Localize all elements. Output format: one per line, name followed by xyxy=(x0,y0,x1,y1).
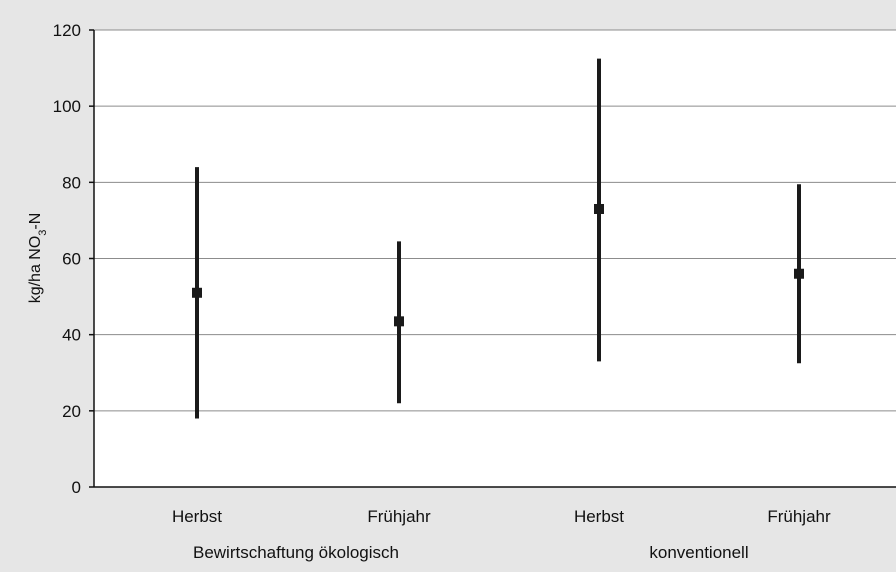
x-group-labels: Bewirtschaftung ökologisch konventionell xyxy=(193,543,749,562)
y-axis-label-tail: -N xyxy=(27,213,44,230)
x-category-label: Frühjahr xyxy=(367,507,431,526)
y-axis-label-subscript: 3 xyxy=(37,230,49,236)
gridlines xyxy=(94,29,896,412)
x-group-label: konventionell xyxy=(649,543,748,562)
mean-marker xyxy=(794,268,804,279)
x-category-label: Frühjahr xyxy=(767,507,831,526)
y-tick-label: 60 xyxy=(62,250,81,269)
x-category-label: Herbst xyxy=(574,507,624,526)
x-category-label: Herbst xyxy=(172,507,222,526)
y-axis-label-main: kg/ha NO xyxy=(27,236,44,304)
mean-marker xyxy=(192,287,202,298)
x-group-label: Bewirtschaftung ökologisch xyxy=(193,543,399,562)
y-axis-label: kg/ha NO3-N xyxy=(27,213,49,304)
y-tick-label: 80 xyxy=(62,173,81,192)
error-bars xyxy=(192,58,804,419)
y-tick-label: 20 xyxy=(62,402,81,421)
y-tick-label: 40 xyxy=(62,326,81,345)
mean-marker xyxy=(394,316,404,327)
y-tick-label: 100 xyxy=(53,97,81,116)
y-tick-label: 120 xyxy=(53,21,81,40)
y-axis-ticks: 0 20 40 60 80 100 120 xyxy=(53,21,94,497)
x-category-labels: Herbst Frühjahr Herbst Frühjahr xyxy=(172,507,831,526)
mean-marker xyxy=(594,203,604,214)
y-tick-label: 0 xyxy=(72,478,81,497)
